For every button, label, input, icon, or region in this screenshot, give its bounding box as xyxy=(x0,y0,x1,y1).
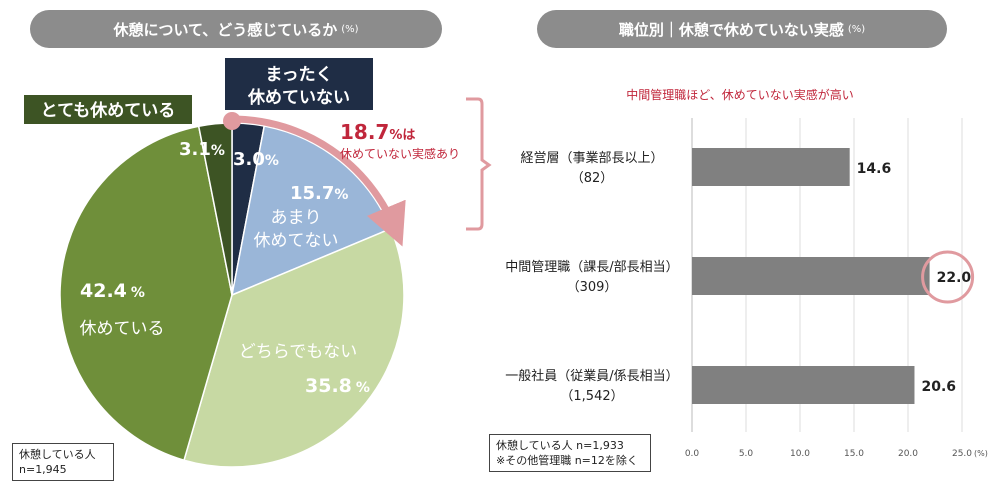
x-tick-label: 25.0 xyxy=(952,449,972,459)
callout-start-dot xyxy=(223,112,241,130)
bar-chart: 経営層（事業部長以上） （82） 中間管理職（課長/部長相当） （309） 一般社員（従… xyxy=(505,118,988,459)
left-sample-note: 休憩している人 n=1,945 xyxy=(12,443,114,481)
bar-value-label: 22.0 xyxy=(937,270,972,286)
very-rested-label-box xyxy=(24,95,192,124)
pie-slices xyxy=(59,122,405,468)
callout-value: 18.7%は xyxy=(340,120,415,144)
neutral-label: どちらでもない xyxy=(239,342,358,362)
left-chart-title-unit: (%) xyxy=(341,23,359,35)
x-tick-label: 15.0 xyxy=(844,449,864,459)
bar xyxy=(692,366,915,404)
bar-ticks: 0.0 5.0 10.0 15.0 20.0 25.0 (%) xyxy=(685,449,988,459)
right-chart-title-pill: 職位別｜休憩で休めていない実感 (%) xyxy=(537,10,947,48)
category-label: 中間管理職（課長/部長相当） xyxy=(505,259,678,275)
bar-categories: 経営層（事業部長以上） （82） 中間管理職（課長/部長相当） （309） 一般社員（従… xyxy=(505,150,678,404)
bar xyxy=(692,148,850,186)
very-not-rested-label-line1: まったく xyxy=(265,65,332,85)
callout-arrow xyxy=(235,115,406,247)
right-note-line2: ※その他管理職 n=12を除く xyxy=(496,454,638,467)
x-tick-label: 5.0 xyxy=(739,449,754,459)
neutral-value: 35.8% xyxy=(305,375,370,397)
x-tick-label: 0.0 xyxy=(685,449,700,459)
category-sample-size: （1,542） xyxy=(560,389,623,404)
not-rested-label-line2: 休めてない xyxy=(254,231,339,251)
bar-chart-subtitle: 中間管理職ほど、休めていない実感が高い xyxy=(626,88,854,102)
callout-bracket xyxy=(466,97,492,231)
very-not-rested-value: 3.0% xyxy=(233,149,279,170)
slice-neutral xyxy=(183,227,405,468)
right-sample-note: 休憩している人 n=1,933 ※その他管理職 n=12を除く xyxy=(489,434,651,472)
pie-chart: まったく 休めていない とても休めている 3.1% 3.0% 15.7% あまり… xyxy=(24,58,492,468)
not-rested-label-line1: あまり xyxy=(271,208,322,228)
right-note-line1: 休憩している人 n=1,933 xyxy=(496,439,624,452)
bar-value-label: 14.6 xyxy=(857,161,892,177)
bar-value-label: 20.6 xyxy=(921,379,956,395)
x-tick-label: 20.0 xyxy=(898,449,918,459)
x-tick-label: 10.0 xyxy=(790,449,810,459)
category-sample-size: （82） xyxy=(571,171,614,186)
category-sample-size: （309） xyxy=(567,280,618,295)
left-chart-title: 休憩について、どう感じているか xyxy=(113,20,338,39)
rested-value: 42.4% xyxy=(80,280,145,302)
slice-rested xyxy=(59,125,233,462)
left-note-line1: 休憩している人 xyxy=(19,448,96,461)
category-label: 一般社員（従業員/係長相当） xyxy=(505,368,678,384)
very-rested-value: 3.1% xyxy=(179,139,225,160)
category-label: 経営層（事業部長以上） xyxy=(520,150,663,166)
callout-text: 休めていない実感あり xyxy=(340,146,460,161)
highlight-circle xyxy=(921,250,975,304)
x-tick-unit: (%) xyxy=(974,449,988,458)
left-note-line2: n=1,945 xyxy=(19,463,67,476)
right-chart-title-unit: (%) xyxy=(847,23,866,35)
bar xyxy=(692,257,930,295)
right-chart-title: 職位別｜休憩で休めていない実感 xyxy=(618,20,844,39)
left-chart-title-pill: 休憩について、どう感じているか (%) xyxy=(30,10,442,48)
very-not-rested-label-box xyxy=(225,58,373,110)
bar-marks: 14.6 22.0 20.6 xyxy=(692,148,975,404)
rested-label: 休めている xyxy=(80,319,165,339)
very-not-rested-label-line2: 休めていない xyxy=(247,87,350,108)
very-rested-label: とても休めている xyxy=(41,100,176,121)
not-rested-value: 15.7% xyxy=(290,183,348,204)
